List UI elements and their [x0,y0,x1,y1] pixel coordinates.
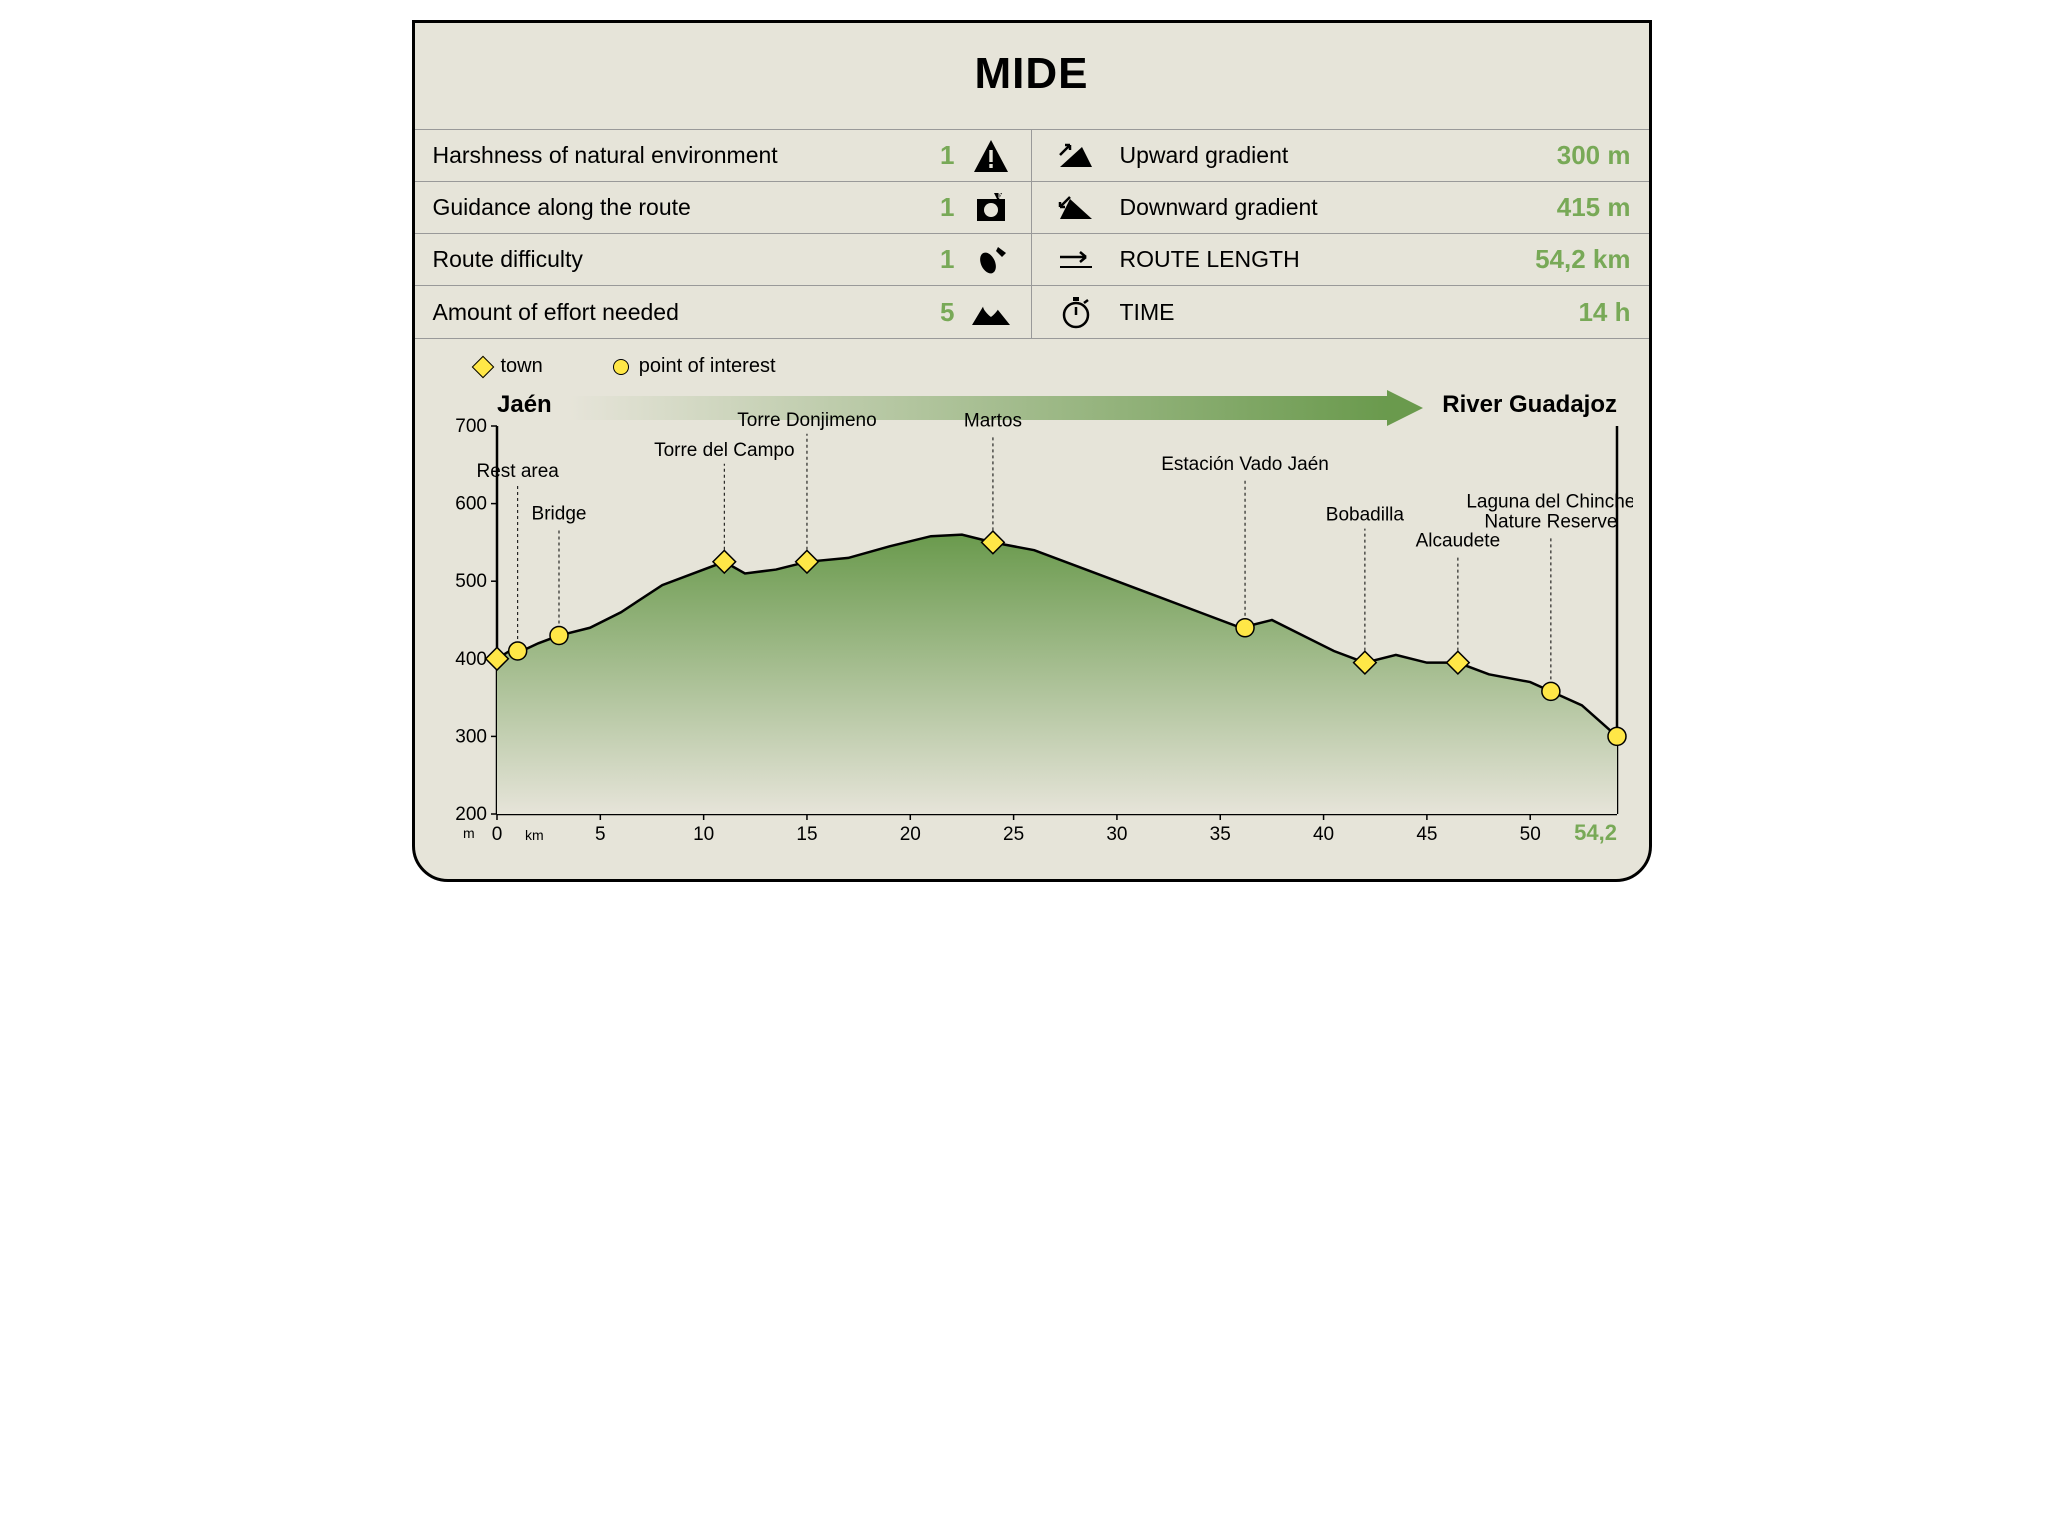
svg-text:Alcaudete: Alcaudete [1415,531,1500,552]
svg-text:Nature Reserve: Nature Reserve [1484,511,1617,532]
downward-icon [1054,188,1098,228]
metric-row: Route difficulty 1 [415,234,1031,286]
metric-row: Guidance along the route 1 N [415,182,1031,234]
metric-label: Route difficulty [433,246,937,273]
svg-text:54,2: 54,2 [1574,820,1617,845]
svg-text:500: 500 [455,571,487,592]
svg-text:0: 0 [491,824,502,845]
metric-row: Amount of effort needed 5 [415,286,1031,338]
metric-row: Harshness of natural environment 1 [415,130,1031,182]
metric-value: 54,2 km [1511,244,1631,275]
metric-row: Downward gradient 415 m [1032,182,1649,234]
heart-icon [969,292,1013,332]
svg-text:Jaén: Jaén [497,391,552,418]
metric-value: 1 [937,192,969,223]
elevation-chart: Jaén River Guadajoz 200 300 400 500 600 700 m0 5 1… [415,384,1649,879]
metric-label: Downward gradient [1120,194,1511,221]
svg-text:300: 300 [455,726,487,747]
metric-value: 14 h [1511,297,1631,328]
svg-text:Estación Vado Jaén: Estación Vado Jaén [1161,454,1329,475]
right-metrics: Upward gradient 300 m Downward gradient … [1032,130,1649,338]
stopwatch-icon [1054,292,1098,332]
metric-row: ROUTE LENGTH 54,2 km [1032,234,1649,286]
mide-card: MIDE Harshness of natural environment 1 … [412,20,1652,882]
metric-label: TIME [1120,299,1511,326]
metrics-table: Harshness of natural environment 1 Guida… [415,129,1649,339]
svg-text:Martos: Martos [963,410,1021,431]
metric-label: Upward gradient [1120,142,1511,169]
legend-poi-label: point of interest [639,355,776,378]
poi-marker-icon [613,359,629,375]
footprint-icon [969,240,1013,280]
metric-value: 1 [937,140,969,171]
metric-value: 415 m [1511,192,1631,223]
metric-label: Harshness of natural environment [433,142,937,169]
length-icon [1054,240,1098,280]
svg-text:50: 50 [1519,824,1540,845]
svg-text:Laguna del Chinche: Laguna del Chinche [1466,491,1633,512]
card-title: MIDE [415,23,1649,129]
svg-text:30: 30 [1106,824,1127,845]
metric-label: ROUTE LENGTH [1120,246,1511,273]
svg-text:N: N [998,191,1004,200]
svg-text:km: km [525,827,544,843]
warning-icon [969,136,1013,176]
town-marker-icon [471,355,494,378]
metric-row: TIME 14 h [1032,286,1649,338]
svg-text:45: 45 [1416,824,1437,845]
upward-icon [1054,136,1098,176]
chart-legend: town point of interest [415,339,1649,384]
svg-text:400: 400 [455,649,487,670]
svg-text:15: 15 [796,824,817,845]
metric-row: Upward gradient 300 m [1032,130,1649,182]
compass-icon: N [969,188,1013,228]
metric-label: Amount of effort needed [433,299,937,326]
legend-town-label: town [501,355,543,378]
svg-text:Torre del Campo: Torre del Campo [654,440,794,461]
svg-text:25: 25 [1003,824,1024,845]
metric-label: Guidance along the route [433,194,937,221]
metric-value: 300 m [1511,140,1631,171]
metric-value: 5 [937,297,969,328]
svg-text:10: 10 [693,824,714,845]
metric-value: 1 [937,244,969,275]
svg-text:Rest area: Rest area [476,461,559,482]
svg-text:20: 20 [899,824,920,845]
svg-text:River Guadajoz: River Guadajoz [1442,391,1617,418]
svg-text:Torre Donjimeno: Torre Donjimeno [737,410,876,431]
svg-text:700: 700 [455,416,487,437]
svg-text:Bridge: Bridge [531,504,586,525]
left-metrics: Harshness of natural environment 1 Guida… [415,130,1032,338]
svg-text:40: 40 [1312,824,1333,845]
svg-text:35: 35 [1209,824,1230,845]
svg-text:200: 200 [455,804,487,825]
svg-text:m: m [463,825,475,841]
svg-text:5: 5 [595,824,606,845]
svg-text:Bobadilla: Bobadilla [1325,505,1404,526]
svg-text:600: 600 [455,494,487,515]
